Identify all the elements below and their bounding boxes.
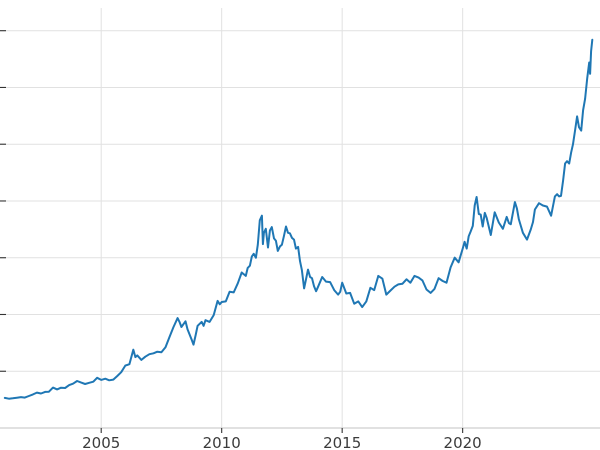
- tick-mark-layer: [0, 30, 464, 433]
- series-layer: [3, 38, 594, 400]
- tick-label-layer: 2005 2010 2015 2020: [82, 434, 482, 450]
- grid-layer: [0, 8, 600, 428]
- x-tick-label: 2020: [444, 434, 482, 450]
- x-tick-label: 2015: [323, 434, 361, 450]
- x-tick-label: 2005: [82, 434, 120, 450]
- x-tick-label: 2010: [203, 434, 241, 450]
- price-line-series: [3, 38, 594, 400]
